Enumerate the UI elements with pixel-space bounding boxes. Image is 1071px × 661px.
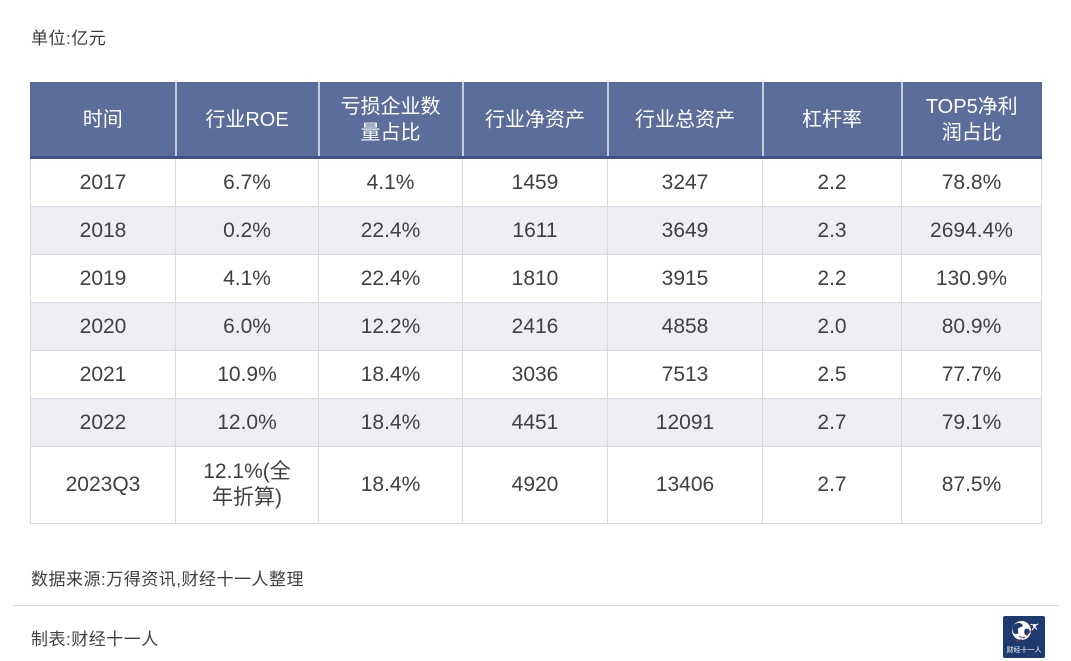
cell-top5-share: 80.9%: [901, 302, 1042, 351]
cell-leverage: 2.7: [762, 398, 902, 447]
cell-roe: 10.9%: [175, 350, 319, 399]
cell-leverage: 2.5: [762, 350, 902, 399]
cell-roe: 4.1%: [175, 254, 319, 303]
cell-loss-ratio: 22.4%: [318, 206, 463, 255]
cell-total-assets: 12091: [607, 398, 763, 447]
table-row: 2020 6.0% 12.2% 2416 4858 2.0 80.9%: [30, 302, 1042, 351]
footer-divider: [13, 605, 1059, 606]
data-source-label: 数据来源:万得资讯,财经十一人整理: [31, 570, 304, 589]
cell-net-assets: 4920: [462, 446, 608, 524]
col-header-time: 时间: [30, 82, 177, 159]
col-header-leverage: 杠杆率: [762, 82, 903, 159]
cell-leverage: 2.2: [762, 254, 902, 303]
cell-roe: 12.1%(全年折算): [175, 446, 319, 524]
cell-top5-share: 2694.4%: [901, 206, 1042, 255]
credit-label: 制表:财经十一人: [31, 629, 159, 649]
table-row: 2019 4.1% 22.4% 1810 3915 2.2 130.9%: [30, 254, 1042, 303]
cell-loss-ratio: 18.4%: [318, 350, 463, 399]
footer-credit-row: 制表:财经十一人 财经十一人: [31, 615, 1045, 659]
table-row: 2023Q3 12.1%(全年折算) 18.4% 4920 13406 2.7 …: [30, 446, 1042, 524]
col-header-roe: 行业ROE: [175, 82, 320, 159]
cell-net-assets: 1810: [462, 254, 608, 303]
unit-label: 单位:亿元: [31, 29, 107, 48]
col-header-loss-ratio: 亏损企业数量占比: [318, 82, 464, 159]
cell-time: 2018: [30, 206, 176, 255]
cell-total-assets: 7513: [607, 350, 763, 399]
col-header-total-assets: 行业总资产: [607, 82, 764, 159]
table-row: 2022 12.0% 18.4% 4451 12091 2.7 79.1%: [30, 398, 1042, 447]
cell-total-assets: 13406: [607, 446, 763, 524]
svg-text:财经十一人: 财经十一人: [1007, 645, 1042, 654]
cell-top5-share: 78.8%: [901, 157, 1042, 207]
cell-net-assets: 1459: [462, 157, 608, 207]
cell-loss-ratio: 18.4%: [318, 446, 463, 524]
cell-time: 2023Q3: [30, 446, 176, 524]
table-row: 2018 0.2% 22.4% 1611 3649 2.3 2694.4%: [30, 206, 1042, 255]
cell-total-assets: 3915: [607, 254, 763, 303]
caijing-eleven-logo-icon: 财经十一人: [1003, 616, 1045, 658]
cell-net-assets: 2416: [462, 302, 608, 351]
cell-loss-ratio: 4.1%: [318, 157, 463, 207]
cell-time: 2017: [30, 157, 176, 207]
cell-leverage: 2.0: [762, 302, 902, 351]
col-header-net-assets: 行业净资产: [462, 82, 609, 159]
cell-loss-ratio: 22.4%: [318, 254, 463, 303]
col-header-top5-share: TOP5净利润占比: [901, 82, 1042, 159]
cell-top5-share: 79.1%: [901, 398, 1042, 447]
cell-top5-share: 77.7%: [901, 350, 1042, 399]
cell-leverage: 2.2: [762, 157, 902, 207]
cell-leverage: 2.7: [762, 446, 902, 524]
cell-top5-share: 130.9%: [901, 254, 1042, 303]
cell-loss-ratio: 12.2%: [318, 302, 463, 351]
cell-time: 2020: [30, 302, 176, 351]
cell-roe: 6.7%: [175, 157, 319, 207]
cell-loss-ratio: 18.4%: [318, 398, 463, 447]
cell-total-assets: 3649: [607, 206, 763, 255]
cell-total-assets: 4858: [607, 302, 763, 351]
cell-net-assets: 4451: [462, 398, 608, 447]
cell-net-assets: 1611: [462, 206, 608, 255]
cell-total-assets: 3247: [607, 157, 763, 207]
cell-roe: 0.2%: [175, 206, 319, 255]
cell-leverage: 2.3: [762, 206, 902, 255]
cell-net-assets: 3036: [462, 350, 608, 399]
cell-time: 2021: [30, 350, 176, 399]
table-header-row: 时间 行业ROE 亏损企业数量占比 行业净资产 行业总资产 杠杆率 TOP5净利…: [30, 82, 1042, 159]
table-row: 2017 6.7% 4.1% 1459 3247 2.2 78.8%: [30, 157, 1042, 207]
industry-data-table: 时间 行业ROE 亏损企业数量占比 行业净资产 行业总资产 杠杆率 TOP5净利…: [30, 82, 1042, 524]
cell-time: 2022: [30, 398, 176, 447]
cell-top5-share: 87.5%: [901, 446, 1042, 524]
table-row: 2021 10.9% 18.4% 3036 7513 2.5 77.7%: [30, 350, 1042, 399]
cell-roe: 6.0%: [175, 302, 319, 351]
cell-roe: 12.0%: [175, 398, 319, 447]
cell-time: 2019: [30, 254, 176, 303]
